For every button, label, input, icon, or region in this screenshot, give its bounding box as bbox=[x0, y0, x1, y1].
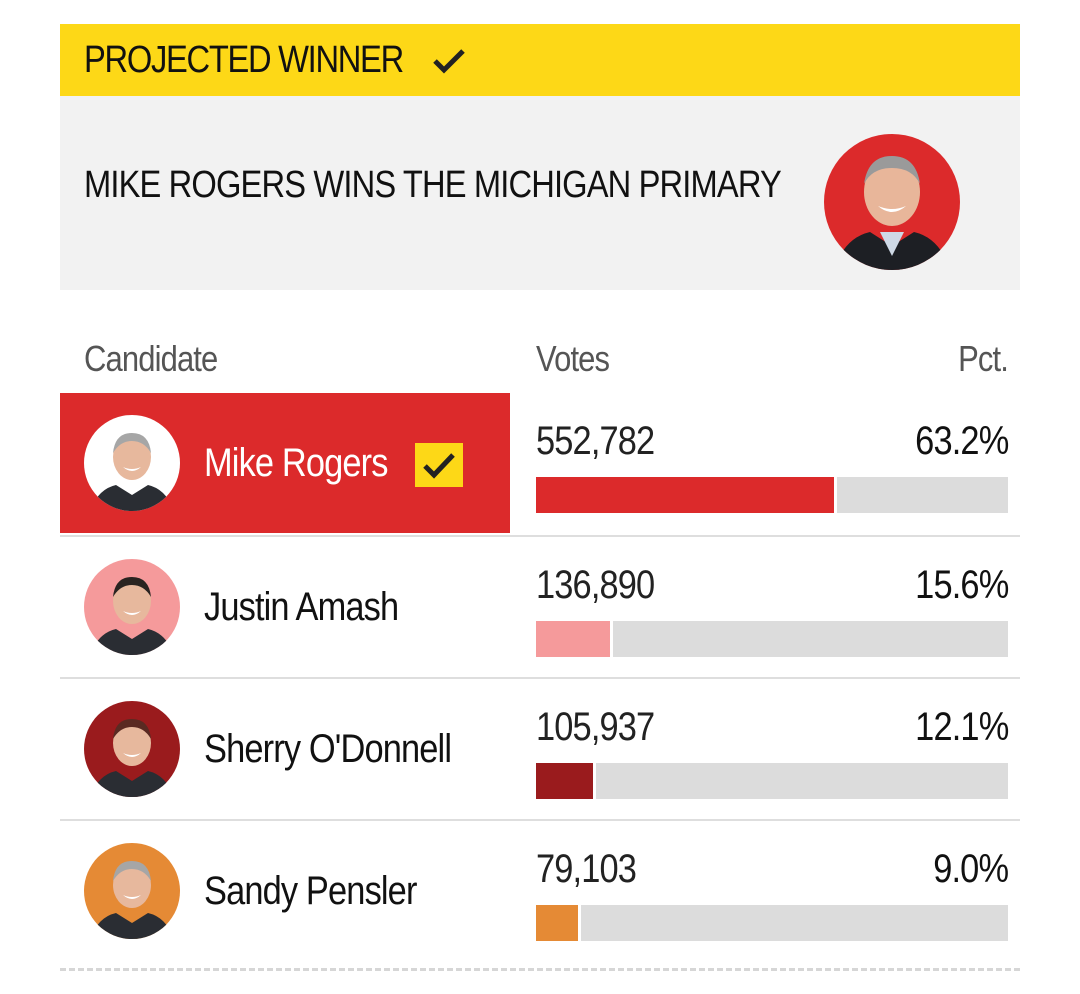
vote-bar-track bbox=[536, 621, 1008, 657]
vote-count: 136,890 bbox=[536, 563, 655, 607]
candidate-avatar-icon bbox=[84, 415, 180, 511]
candidate-cell: Sandy Pensler bbox=[60, 821, 510, 961]
check-icon bbox=[433, 49, 465, 74]
candidate-name: Sherry O'Donnell bbox=[204, 727, 452, 771]
candidate-avatar-icon bbox=[84, 843, 180, 939]
vote-percent: 63.2% bbox=[914, 419, 1009, 463]
candidate-name: Sandy Pensler bbox=[204, 869, 417, 913]
candidate-row: Justin Amash 136,890 15.6% bbox=[60, 535, 1020, 677]
results-rows: Mike Rogers 552,782 63.2% Justin Amash 1… bbox=[60, 393, 1020, 961]
candidate-row: Mike Rogers 552,782 63.2% bbox=[60, 393, 1020, 535]
candidate-avatar-icon bbox=[84, 701, 180, 797]
candidate-name: Mike Rogers bbox=[204, 441, 388, 485]
vote-percent: 12.1% bbox=[914, 705, 1009, 749]
candidate-row: Sandy Pensler 79,103 9.0% bbox=[60, 819, 1020, 961]
candidate-cell: Mike Rogers bbox=[60, 393, 510, 533]
candidate-name: Justin Amash bbox=[204, 585, 399, 629]
vote-count: 79,103 bbox=[536, 847, 637, 891]
vote-bar bbox=[536, 905, 581, 941]
winner-headline: MIKE ROGERS WINS THE MICHIGAN PRIMARY bbox=[84, 164, 782, 206]
column-header-candidate: Candidate bbox=[84, 338, 218, 379]
results-card: PROJECTED WINNER MIKE ROGERS WINS THE MI… bbox=[60, 24, 1020, 971]
candidate-cell: Justin Amash bbox=[60, 537, 510, 677]
winner-portrait-icon bbox=[824, 134, 960, 270]
column-header-votes: Votes bbox=[536, 338, 610, 379]
vote-bar-track bbox=[536, 477, 1008, 513]
results-table-header: Candidate Votes Pct. bbox=[60, 290, 1020, 393]
winner-check-icon bbox=[415, 443, 463, 487]
vote-bar-track bbox=[536, 763, 1008, 799]
winner-headline-panel: MIKE ROGERS WINS THE MICHIGAN PRIMARY bbox=[60, 96, 1020, 290]
projected-winner-banner: PROJECTED WINNER bbox=[60, 24, 1020, 96]
vote-count: 105,937 bbox=[536, 705, 655, 749]
vote-percent: 9.0% bbox=[933, 847, 1009, 891]
vote-bar-track bbox=[536, 905, 1008, 941]
candidate-cell: Sherry O'Donnell bbox=[60, 679, 510, 819]
vote-percent: 15.6% bbox=[914, 563, 1009, 607]
banner-label: PROJECTED WINNER bbox=[84, 38, 404, 81]
vote-count: 552,782 bbox=[536, 419, 655, 463]
column-header-pct: Pct. bbox=[958, 338, 1009, 379]
vote-bar bbox=[536, 477, 837, 513]
vote-bar bbox=[536, 763, 596, 799]
bottom-divider bbox=[60, 968, 1020, 971]
vote-bar bbox=[536, 621, 613, 657]
candidate-row: Sherry O'Donnell 105,937 12.1% bbox=[60, 677, 1020, 819]
candidate-avatar-icon bbox=[84, 559, 180, 655]
